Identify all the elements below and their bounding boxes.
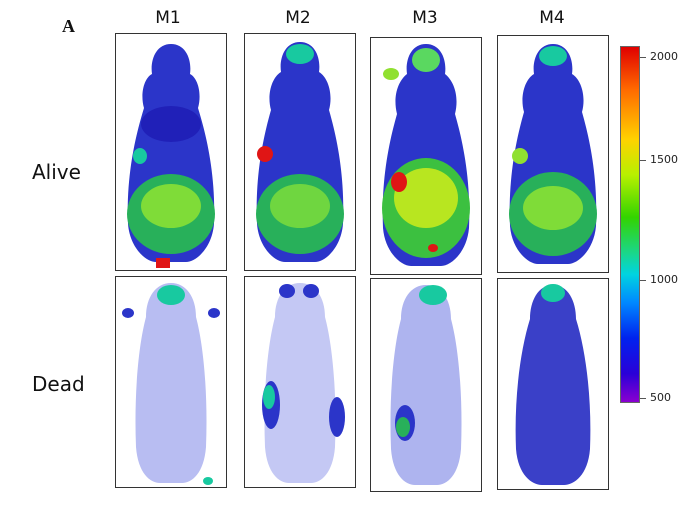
- image-m2-alive: [244, 33, 356, 271]
- column-label-m4: M4: [539, 8, 565, 28]
- mouse-silhouette: [262, 283, 345, 483]
- mouse-silhouette: [127, 44, 215, 268]
- mouse-silhouette: [509, 44, 597, 264]
- image-m1-dead: [115, 276, 227, 488]
- colorbar-tick: [640, 398, 646, 399]
- row-label-alive: Alive: [32, 160, 81, 184]
- colorbar-tick: [640, 280, 646, 281]
- mouse-silhouette: [382, 44, 470, 266]
- image-m4-alive: [497, 35, 609, 273]
- image-m2-dead: [244, 276, 356, 488]
- colorbar: [620, 46, 640, 403]
- column-label-m2: M2: [285, 8, 311, 28]
- image-m3-alive: [370, 37, 482, 275]
- mouse-silhouette: [122, 283, 220, 485]
- colorbar-tick: [640, 57, 646, 58]
- column-label-m3: M3: [412, 8, 438, 28]
- mouse-silhouette: [515, 284, 591, 485]
- colorbar-label-500: 500: [650, 391, 671, 404]
- column-label-m1: M1: [155, 8, 181, 28]
- image-m4-dead: [497, 278, 609, 490]
- mouse-silhouette: [390, 285, 462, 485]
- colorbar-label-2000: 2000: [650, 50, 678, 63]
- colorbar-label-1000: 1000: [650, 273, 678, 286]
- panel-letter: A: [62, 16, 75, 36]
- colorbar-tick: [640, 160, 646, 161]
- image-m3-dead: [370, 278, 482, 492]
- row-label-dead: Dead: [32, 372, 85, 396]
- mouse-silhouette: [256, 42, 344, 262]
- colorbar-label-1500: 1500: [650, 153, 678, 166]
- image-m1-alive: [115, 33, 227, 271]
